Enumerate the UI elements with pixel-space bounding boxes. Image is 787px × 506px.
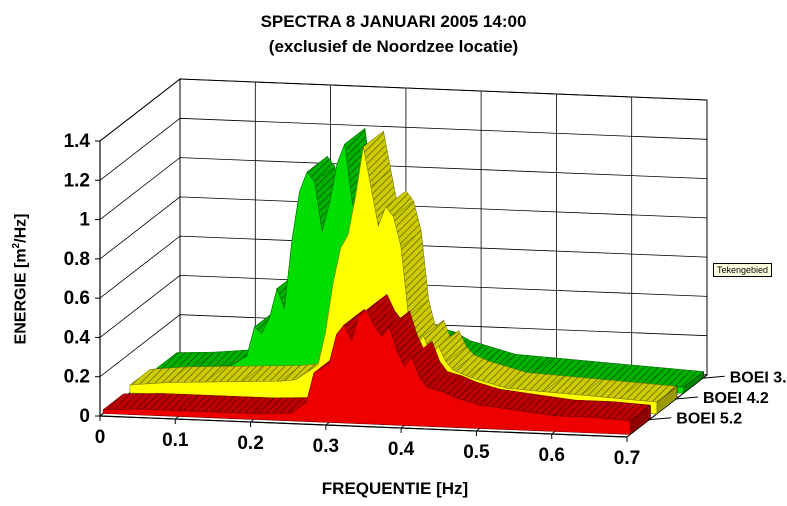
chart-subtitle: (exclusief de Noordzee locatie) [268, 37, 519, 56]
series-front-face [129, 146, 658, 415]
series-label-tick [701, 375, 725, 379]
series-label: BOEI 4.2 [703, 390, 769, 407]
x-tick-label: 0.3 [313, 436, 339, 457]
x-tick-label: 0.1 [162, 430, 189, 451]
y-tick-label: 1.4 [64, 131, 91, 152]
y-tick-label: 1 [79, 210, 90, 231]
y-axis-label: ENERGIE [m2/Hz] [11, 213, 30, 345]
y-tick-label: 0.8 [64, 249, 90, 270]
y-tick-label: 0.6 [64, 288, 90, 309]
series-boei-4-2: BOEI 4.2 [129, 130, 769, 415]
series-label-tick [674, 396, 699, 400]
series-group: BOEI 3.2 BOEI 4.2 BOEI 5.2 [102, 127, 787, 436]
series-label: BOEI 5.2 [676, 411, 742, 428]
x-tick-label: 0.2 [237, 433, 263, 454]
x-tick-label: 0.5 [463, 442, 490, 463]
x-tick-label: 0 [95, 427, 106, 448]
x-axis-label: FREQUENTIE [Hz] [321, 479, 469, 498]
x-tick-label: 0.6 [539, 445, 565, 466]
y-tick-label: 0 [79, 406, 90, 427]
x-gridline [626, 100, 708, 438]
series-label: BOEI 3.2 [730, 369, 787, 386]
x-axis-line [99, 415, 628, 438]
y-tick-label: 1.2 [64, 170, 90, 191]
y-tick-label: 0.4 [64, 327, 91, 348]
axes: 0 0.2 0.4 0.6 0.8 1 1.2 1.4 0 0.1 0.2 0.3 0.4 0.5 0.6 0… [64, 131, 641, 469]
series-front-face [102, 309, 631, 435]
x-tick-label: 0.7 [614, 448, 640, 469]
x-tick-label: 0.4 [388, 439, 415, 460]
series-label-tick [648, 417, 672, 421]
chart-title: SPECTRA 8 JANUARI 2005 14:00 [260, 12, 527, 31]
plot-area-tooltip: Tekengebied [713, 263, 773, 277]
y-tick-label: 0.2 [64, 367, 90, 388]
series-boei-5-2: BOEI 5.2 [102, 294, 742, 436]
